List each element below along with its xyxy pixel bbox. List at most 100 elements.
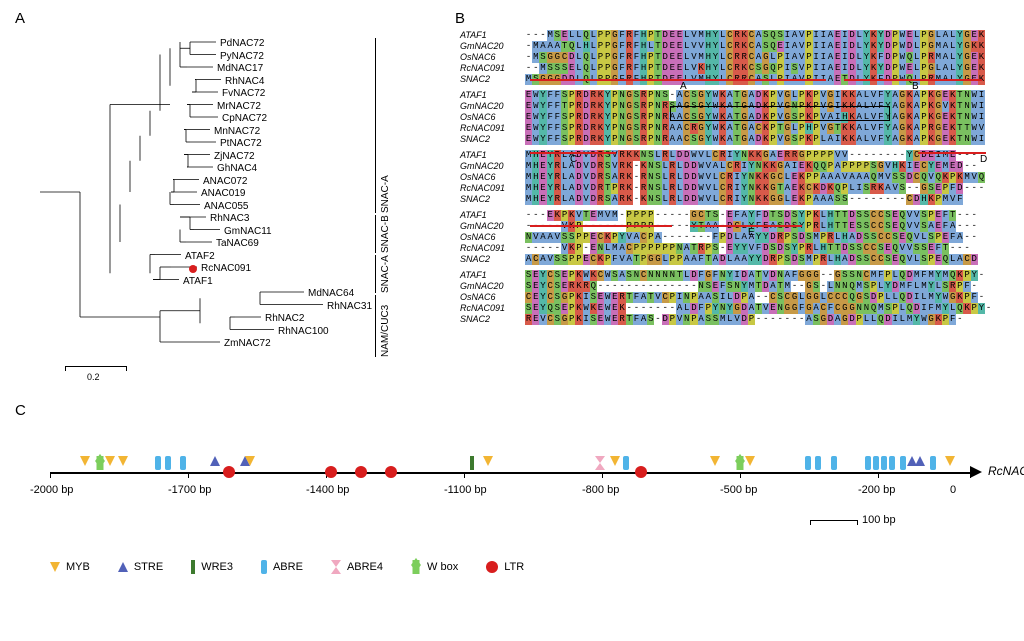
- marker-abre: [889, 456, 895, 470]
- aln-block: ATAF1---EKPKVTEMVM-PPPP-----GCTS-EFAYFDT…: [460, 210, 1015, 265]
- marker-abre: [815, 456, 821, 470]
- taxon: ANAC072: [203, 176, 247, 189]
- aln-row: ATAF1---MSELLQLPPGFRFHPTDEELVMHYLCRKCASQ…: [460, 30, 1015, 41]
- taxon: MnNAC72: [214, 126, 260, 139]
- taxon: PdNAC72: [220, 38, 264, 51]
- scale-100bp: [810, 520, 858, 525]
- aln-seq-name: RcNAC091: [460, 303, 525, 314]
- clade-label: SNAC-A: [380, 38, 391, 213]
- panel-a-phylogeny: A PdNAC72PyNAC72MdNAC17RhNAC4FvNAC72MrNA…: [20, 10, 420, 370]
- subdomain-letter: A: [680, 81, 687, 92]
- legend-icon: [118, 562, 128, 572]
- taxon: ANAC055: [204, 201, 248, 214]
- clade-label: SNAC-B: [380, 215, 391, 253]
- taxon: ATAF1: [183, 276, 213, 289]
- aln-seq: EWYFFSPRDRKYPNGSRPNRAACRGYWKATGACKPTGLPH…: [525, 123, 985, 134]
- marker-myb: [245, 456, 255, 466]
- gene-label: RcNAC091: [988, 464, 1024, 478]
- promoter-arrowhead: [970, 466, 982, 478]
- aln-row: RcNAC091-----VKP-ENLMACPPPPPPNATRPS-EYYV…: [460, 243, 1015, 254]
- marker-myb: [610, 456, 620, 466]
- taxon: RhNAC31: [327, 301, 372, 314]
- marker-ltr: [635, 466, 647, 478]
- panel-b-label: B: [455, 10, 465, 27]
- legend-item: ABRE: [261, 560, 303, 574]
- taxon: PyNAC72: [220, 51, 264, 64]
- taxon: ZmNAC72: [224, 338, 271, 351]
- aln-block: ATAF1SEYCSEPKWKCWSASNCNNNNTLDFGFNYIDATVD…: [460, 270, 1015, 325]
- aln-row: RcNAC091EWYFFSPRDRKYPNGSRPNRAACRGYWKATGA…: [460, 123, 1015, 134]
- marker-myb: [105, 456, 115, 466]
- aln-seq-name: GmNAC20: [460, 101, 525, 112]
- marker-abre: [930, 456, 936, 470]
- legend-icon: [413, 560, 420, 574]
- marker-myb: [710, 456, 720, 466]
- highlight-dot: [189, 265, 197, 273]
- marker-ltr: [223, 466, 235, 478]
- taxon: RhNAC2: [265, 313, 304, 326]
- aln-seq: -----VKP-ENLMACPPPPPPNATRPS-EYYVFDSDSYPR…: [525, 243, 971, 254]
- marker-myb: [80, 456, 90, 466]
- marker-wre3: [470, 456, 474, 470]
- taxon: PtNAC72: [220, 138, 262, 151]
- domain-underline: [918, 152, 986, 154]
- aln-seq: MHEYRLADVDRSVRK-KNSLRLDDWVALCRIYNKKGAIEK…: [525, 161, 978, 172]
- tree-scalebar-label: 0.2: [87, 372, 100, 382]
- aln-seq-name: OsNAC6: [460, 112, 525, 123]
- taxon: RhNAC4: [225, 76, 264, 89]
- aln-row: ATAF1EWYFFSPRDRKYPNGSRPNS-ACSGYWKATGADKP…: [460, 90, 1015, 101]
- bp-label: -1400 bp: [306, 484, 349, 496]
- aln-seq-name: SNAC2: [460, 134, 525, 145]
- taxon: ZjNAC72: [214, 151, 255, 164]
- marker-abre: [155, 456, 161, 470]
- aln-row: OsNAC6MHEYRLADVDRSARK-RNSLRLDDWVLCRIYNKK…: [460, 172, 1015, 183]
- aln-seq: ACAVSSPPECKPFVATPGGLPPAAFTADLAAYYDRPSDSM…: [525, 254, 978, 265]
- subdomain-letter: E: [748, 227, 755, 238]
- aln-row: RcNAC091MHEYRLADVDRTPRK-RNSLRLDDWVLCRIYN…: [460, 183, 1015, 194]
- marker-abre: [805, 456, 811, 470]
- marker-stre: [915, 456, 925, 466]
- aln-seq: --MSSSELQLPPGFRFHPTDEELVKHYLCRKCSGQPISVP…: [525, 63, 985, 74]
- aln-seq-name: RcNAC091: [460, 63, 525, 74]
- bp-tick: [740, 472, 741, 478]
- aln-row: OsNAC6NVAAVSSPPECKPYVACPA-------FPDLAAYY…: [460, 232, 1015, 243]
- aln-seq-name: OsNAC6: [460, 292, 525, 303]
- alignment-blocks: ATAF1---MSELLQLPPGFRFHPTDEELVMHYLCRKCASQ…: [460, 30, 1015, 330]
- aln-seq-name: OsNAC6: [460, 172, 525, 183]
- aln-block: ATAF1---MSELLQLPPGFRFHPTDEELVMHYLCRKCASQ…: [460, 30, 1015, 85]
- aln-seq: -MAAATQLHLPPGFRFHLTDEELVVHYLCRKCASQEIAVP…: [525, 41, 985, 52]
- clade-bar: [375, 215, 376, 253]
- marker-abre: [881, 456, 887, 470]
- aln-seq-name: ATAF1: [460, 150, 525, 161]
- legend-icon: [486, 561, 498, 573]
- marker-ltr: [325, 466, 337, 478]
- aln-seq-name: GmNAC20: [460, 41, 525, 52]
- aln-seq: MHEYRLADVDRSARK-RNSLRLDDWVLCRIYNKKGCLEKP…: [525, 172, 985, 183]
- marker-wbox: [737, 456, 744, 470]
- aln-seq: MHEYRLADVDRTPRK-RNSLRLDDWVLCRIYNKKGTAEKC…: [525, 183, 985, 194]
- taxon: CpNAC72: [222, 113, 267, 126]
- clade-label: SNAC-A: [380, 255, 391, 293]
- marker-myb: [945, 456, 955, 466]
- tree-scalebar: [65, 366, 127, 371]
- marker-abre: [831, 456, 837, 470]
- highlight-box: [670, 106, 890, 121]
- clade-bar: [375, 295, 376, 357]
- legend-icon: [331, 560, 341, 574]
- domain-underline: [530, 225, 672, 227]
- aln-row: ATAF1---EKPKVTEMVM-PPPP-----GCTS-EFAYFDT…: [460, 210, 1015, 221]
- aln-row: OsNAC6CEYCSGPKISEWERTFATVCPINPAASILDPA--…: [460, 292, 1015, 303]
- aln-seq-name: RcNAC091: [460, 243, 525, 254]
- taxon: GmNAC11: [224, 226, 272, 239]
- taxon: ANAC019: [201, 188, 245, 201]
- marker-ltr: [385, 466, 397, 478]
- legend-label: WRE3: [201, 561, 233, 573]
- aln-row: SNAC2ACAVSSPPECKPFVATPGGLPPAAFTADLAAYYDR…: [460, 254, 1015, 265]
- taxon: RhNAC3: [210, 213, 249, 226]
- marker-legend: MYBSTREWRE3ABREABRE4W boxLTR: [50, 560, 524, 574]
- domain-underline: [530, 79, 826, 81]
- domain-underline: [530, 152, 616, 154]
- aln-seq-name: SNAC2: [460, 314, 525, 325]
- aln-block: ATAF1MHEYRLADVDRSVRKKNSLRLDDWVLCRIYNKKGA…: [460, 150, 1015, 205]
- aln-seq: MHEYRLADVDRSARK-KNSLRLDDWVLCRIYNKKGGLEKP…: [525, 194, 963, 205]
